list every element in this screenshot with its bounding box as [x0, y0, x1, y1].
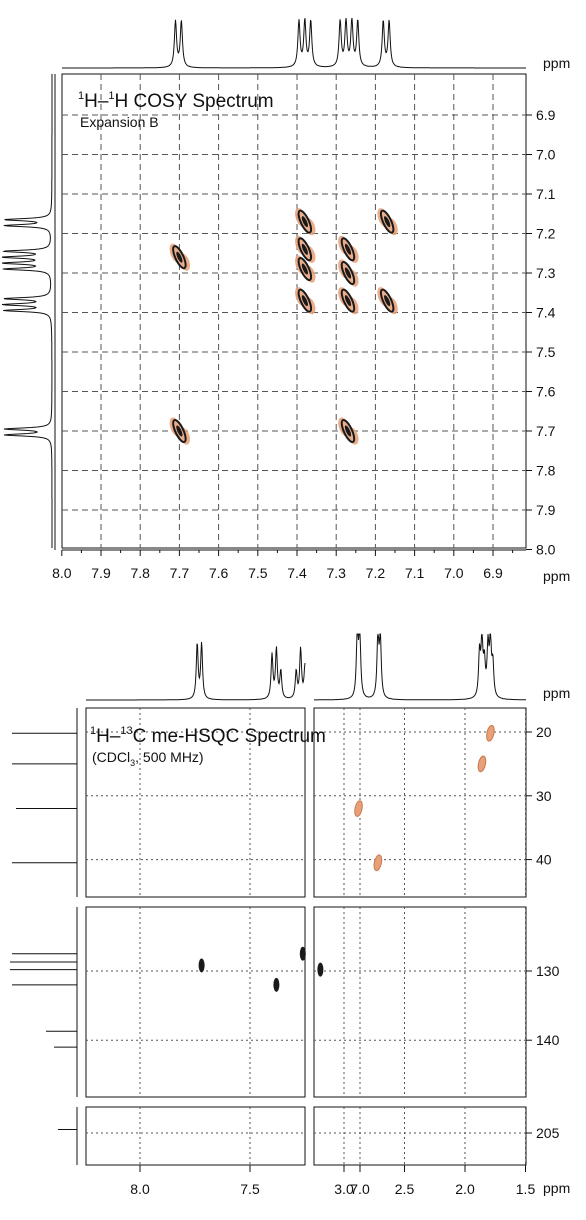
cosy-x-tick-label: 7.4	[287, 565, 307, 581]
cosy-top-projection	[62, 17, 526, 69]
hsqc-panel-frame	[313, 1106, 527, 1166]
cosy-x-tick-label: 7.2	[366, 565, 386, 581]
hsqc-peak	[477, 755, 487, 773]
cosy-x-tick-label: 7.7	[170, 565, 190, 581]
hsqc-y-tick-labels: 20 30 40 130 140 205	[526, 724, 560, 1141]
hsqc-grid	[86, 708, 526, 1165]
hsqc-y-tick-label: 205	[536, 1125, 560, 1141]
cosy-x-tick-label: 8.0	[52, 565, 72, 581]
hsqc-panel-frame	[313, 906, 527, 1098]
cosy-cross-peak	[338, 287, 359, 315]
cosy-x-tick-labels: 8.0 7.9 7.8 7.7 7.6 7.5 7.4 7.3 7.2 7.1 7.0 6.9	[52, 549, 526, 581]
cosy-cross-peak	[338, 235, 359, 263]
cosy-x-unit: ppm	[543, 568, 570, 584]
cosy-x-tick-label: 7.0	[444, 565, 464, 581]
hsqc-peak	[299, 946, 306, 961]
hsqc-panel-frame	[85, 707, 306, 898]
hsqc-peak	[354, 800, 363, 817]
hsqc-panel-frames	[85, 707, 527, 1166]
cosy-cross-peak	[377, 287, 398, 315]
hsqc-top-projection-aliphatic	[314, 633, 526, 701]
cosy-spectrum-chart: 8.0 7.9 7.8 7.7 7.6 7.5 7.4 7.3 7.2 7.1 7.0 6.9 6.9…	[1, 17, 570, 584]
cosy-y-tick-label: 7.6	[536, 384, 556, 400]
cosy-cross-peak	[295, 208, 316, 236]
hsqc-y-tick-label: 30	[536, 788, 552, 804]
cosy-cross-peak	[338, 417, 359, 445]
cosy-cross-peak	[169, 243, 191, 271]
cosy-y-tick-label: 7.0	[536, 147, 556, 163]
cosy-grid	[62, 74, 526, 548]
cosy-cross-peak	[338, 259, 359, 287]
cosy-title: 1H–1H COSY Spectrum	[78, 90, 274, 112]
cosy-y-tick-label: 7.5	[536, 344, 556, 360]
cosy-left-projection	[1, 74, 53, 548]
cosy-cross-peak	[295, 255, 316, 283]
hsqc-y-tick-label: 130	[536, 963, 560, 979]
hsqc-panel-frame	[85, 1106, 306, 1166]
cosy-subtitle: Expansion B	[80, 114, 159, 130]
cosy-cross-peaks	[169, 208, 398, 445]
hsqc-x-tick-label: 8.0	[130, 1181, 150, 1197]
cosy-y-tick-label: 7.3	[536, 265, 556, 281]
cosy-y-tick-label: 7.2	[536, 226, 556, 242]
hsqc-peak	[273, 977, 280, 992]
hsqc-left-projection	[10, 708, 78, 1165]
hsqc-x-tick-label: 1.5	[516, 1181, 536, 1197]
hsqc-title: 1H–13C me-HSQC Spectrum	[90, 725, 326, 747]
hsqc-panel-frame	[85, 906, 306, 1098]
hsqc-y-tick-label: 20	[536, 724, 552, 740]
cosy-cross-peak	[169, 417, 191, 445]
cosy-x-tick-label: 7.5	[248, 565, 268, 581]
cosy-y-tick-label: 7.1	[536, 186, 556, 202]
cosy-y-tick-label: 7.4	[536, 305, 556, 321]
hsqc-y-unit: ppm	[543, 685, 570, 701]
hsqc-panel-frame	[313, 707, 527, 898]
cosy-plot-frame	[61, 73, 527, 549]
cosy-y-tick-label: 7.7	[536, 423, 556, 439]
cosy-x-tick-label: 7.1	[405, 565, 425, 581]
cosy-x-tick-label: 7.6	[209, 565, 229, 581]
hsqc-peak	[373, 854, 383, 872]
cosy-x-tick-label: 7.8	[130, 565, 150, 581]
hsqc-x-tick-label: 7.0	[350, 1181, 370, 1197]
hsqc-peak	[317, 962, 324, 977]
hsqc-x-tick-labels: 8.0 7.5 7.03.0 2.5 2.0 1.5	[130, 1165, 535, 1197]
hsqc-y-tick-label: 40	[536, 852, 552, 868]
cosy-y-tick-label: 7.9	[536, 502, 556, 518]
hsqc-x-unit: ppm	[543, 1180, 570, 1196]
hsqc-x-tick-label: 2.0	[455, 1181, 475, 1197]
cosy-y-unit: ppm	[543, 55, 570, 71]
cosy-cross-peak	[295, 287, 316, 315]
hsqc-peaks	[198, 724, 495, 992]
cosy-cross-peak	[295, 235, 316, 263]
hsqc-top-projection-aromatic	[86, 641, 306, 701]
cosy-x-tick-label: 6.9	[483, 565, 503, 581]
hsqc-y-tick-label: 140	[536, 1032, 560, 1048]
hsqc-x-tick-label: 3.0	[334, 1181, 354, 1197]
hsqc-peak	[486, 724, 495, 742]
cosy-y-tick-label: 7.8	[536, 463, 556, 479]
cosy-y-tick-label: 8.0	[536, 542, 556, 558]
hsqc-x-tick-label: 7.5	[240, 1181, 260, 1197]
hsqc-x-tick-label: 2.5	[395, 1181, 415, 1197]
hsqc-spectrum-chart: 8.0 7.5 7.03.0 2.5 2.0 1.5 20 30 40 130 140 205 pp…	[10, 633, 570, 1197]
cosy-x-tick-label: 7.9	[91, 565, 111, 581]
hsqc-subtitle: (CDCl3, 500 MHz)	[92, 749, 204, 768]
cosy-y-tick-label: 6.9	[536, 107, 556, 123]
cosy-cross-peak	[377, 208, 398, 236]
cosy-x-tick-label: 7.3	[326, 565, 346, 581]
cosy-y-tick-labels: 6.9 7.0 7.1 7.2 7.3 7.4 7.5 7.6 7.7 7.8 7.9 8.0	[526, 107, 556, 558]
hsqc-peak	[198, 958, 205, 973]
